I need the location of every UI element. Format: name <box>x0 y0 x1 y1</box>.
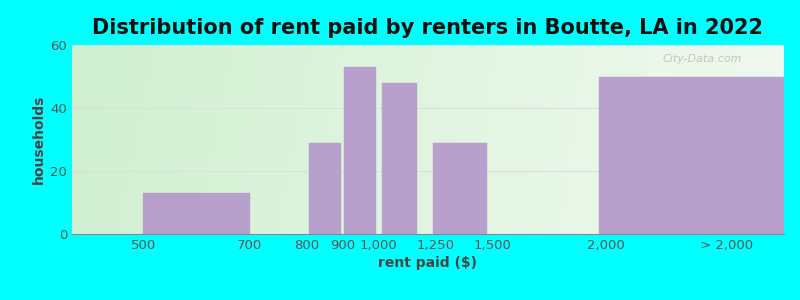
Bar <box>382 83 418 234</box>
Bar <box>434 143 486 234</box>
Bar <box>309 143 341 234</box>
Bar <box>599 76 798 234</box>
Y-axis label: households: households <box>32 95 46 184</box>
Title: Distribution of rent paid by renters in Boutte, LA in 2022: Distribution of rent paid by renters in … <box>93 18 763 38</box>
X-axis label: rent paid ($): rent paid ($) <box>378 256 478 270</box>
Bar <box>344 67 376 234</box>
Text: City-Data.com: City-Data.com <box>663 55 742 64</box>
Bar <box>143 193 250 234</box>
